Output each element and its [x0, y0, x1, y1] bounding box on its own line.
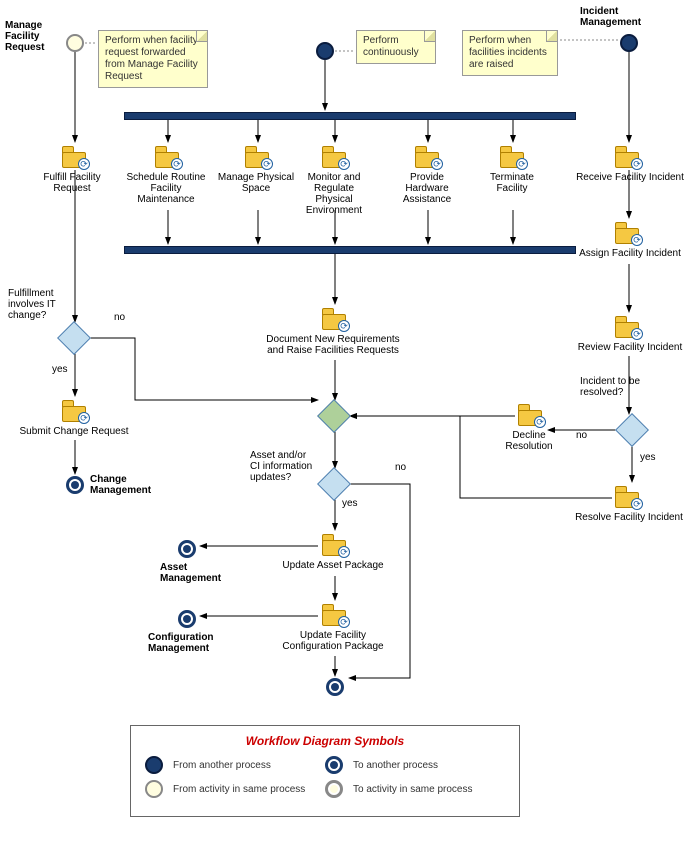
end_config-label: Configuration Management	[148, 632, 238, 654]
act_resolve-label: Resolve Facility Incident	[566, 512, 692, 523]
act_receive-label: Receive Facility Incident	[570, 172, 690, 183]
act_review-label: Review Facility Incident	[570, 342, 690, 353]
act_submit-label: Submit Change Request	[14, 426, 134, 437]
legend-from-another: From another process	[145, 756, 325, 774]
act_review	[615, 316, 641, 338]
dec_inc_lbl: Incident to be resolved?	[580, 376, 650, 398]
end_asset-label: Asset Management	[160, 562, 240, 584]
act_space-label: Manage Physical Space	[216, 172, 296, 194]
act_terminate	[500, 146, 526, 168]
note3: Perform when facilities incidents are ra…	[462, 30, 558, 76]
act_doc-label: Document New Requirements and Raise Faci…	[258, 334, 408, 356]
act_update_config	[322, 604, 348, 626]
legend-to-another: To another process	[325, 756, 505, 774]
end_change	[66, 476, 84, 494]
note1: Perform when facility request forwarded …	[98, 30, 208, 88]
end_final	[326, 678, 344, 696]
start_manage	[66, 34, 84, 52]
act_monitor-label: Monitor and Regulate Physical Environmen…	[294, 172, 374, 216]
start_inc	[620, 34, 638, 52]
act_fulfill-label: Fulfill Facility Request	[42, 172, 102, 194]
svg-text:no: no	[395, 462, 407, 473]
start_cont	[316, 42, 334, 60]
act_assign-label: Assign Facility Incident	[570, 248, 690, 259]
act_doc	[322, 308, 348, 330]
merge_green	[317, 399, 351, 433]
act_resolve	[615, 486, 641, 508]
act_decline-label: Decline Resolution	[496, 430, 562, 452]
legend-from-activity: From activity in same process	[145, 780, 325, 798]
end_asset	[178, 540, 196, 558]
svg-text:no: no	[576, 430, 588, 441]
legend-title: Workflow Diagram Symbols	[145, 734, 505, 748]
legend-box: Workflow Diagram Symbols From another pr…	[130, 725, 520, 817]
act_update_asset	[322, 534, 348, 556]
bar_top	[124, 112, 576, 120]
title_incident: Incident Management	[580, 6, 680, 28]
end_config	[178, 610, 196, 628]
act_fulfill	[62, 146, 88, 168]
act_receive	[615, 146, 641, 168]
edges-layer: yes no no yes yes no	[0, 0, 697, 842]
act_space	[245, 146, 271, 168]
act_update_config-label: Update Facility Configuration Package	[278, 630, 388, 652]
note2: Perform continuously	[356, 30, 436, 64]
act_assign	[615, 222, 641, 244]
legend-to-activity: To activity in same process	[325, 780, 505, 798]
act_monitor	[322, 146, 348, 168]
dec_inc	[615, 413, 649, 447]
dec_fulfill_lbl: Fulfillment involves IT change?	[8, 288, 68, 321]
act_hw	[415, 146, 441, 168]
svg-text:yes: yes	[342, 498, 358, 509]
bar_mid	[124, 246, 576, 254]
act_update_asset-label: Update Asset Package	[278, 560, 388, 571]
act_hw-label: Provide Hardware Assistance	[394, 172, 460, 205]
dec_asset_lbl: Asset and/or CI information updates?	[250, 450, 320, 483]
svg-text:yes: yes	[52, 364, 68, 375]
act_decline	[518, 404, 544, 426]
svg-text:no: no	[114, 312, 126, 323]
svg-text:yes: yes	[640, 452, 656, 463]
act_terminate-label: Terminate Facility	[482, 172, 542, 194]
act_schedule	[155, 146, 181, 168]
dec_asset	[317, 467, 351, 501]
title_manage: Manage Facility Request	[5, 20, 53, 53]
act_submit	[62, 400, 88, 422]
act_schedule-label: Schedule Routine Facility Maintenance	[126, 172, 206, 205]
end_change-label: Change Management	[90, 474, 170, 496]
dec_fulfill	[57, 321, 91, 355]
